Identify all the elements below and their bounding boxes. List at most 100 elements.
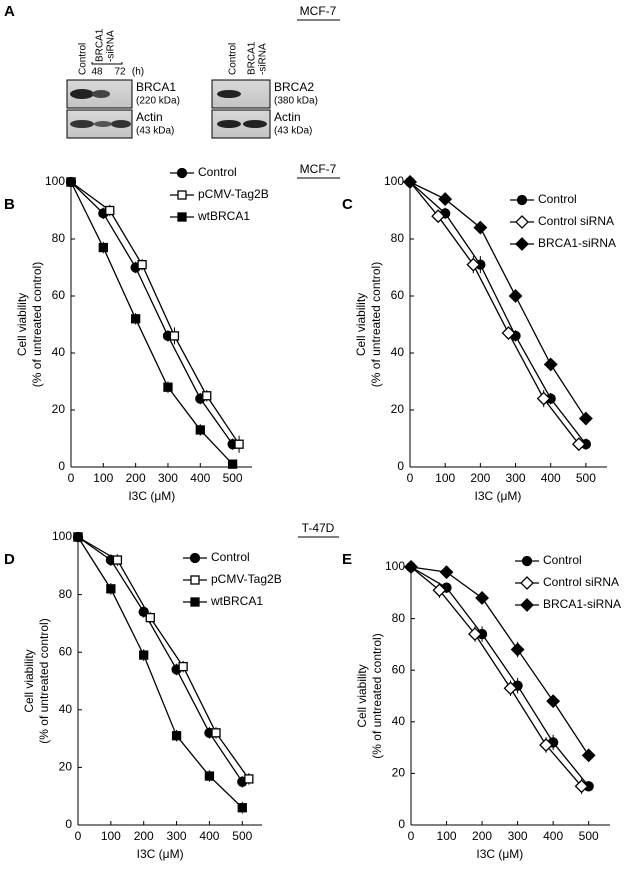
x-axis-label: I3C (μM) [474,489,521,503]
marker [466,257,481,272]
series-line [77,536,243,783]
x-tick-label: 400 [543,829,563,843]
marker [403,175,417,189]
marker [578,411,593,426]
series-line [409,181,580,445]
legend-label: BRCA1-siRNA [543,597,621,611]
marker [581,748,596,763]
x-tick-label: 500 [576,471,596,485]
x-tick-label: 0 [407,471,414,485]
y-tick-label: 40 [391,345,405,359]
y-tick-label: 100 [45,174,65,188]
legend-label: wtBRCA1 [197,209,250,223]
legend-marker [515,237,529,251]
marker [501,326,516,340]
legend-label: Control [198,165,237,179]
series-line [77,536,250,780]
size-label: (380 kDa) [274,96,318,107]
marker [508,289,523,303]
x-tick-label: 500 [579,829,599,843]
x-tick-label: 300 [506,471,526,485]
marker [169,331,180,341]
y-tick-label: 40 [392,714,406,728]
y-tick-label: 100 [52,529,72,543]
panel-letter: A [4,3,15,20]
x-axis-label: I3C (μM) [128,489,175,503]
legend-label: pCMV-Tag2B [211,572,282,586]
legend-label: Control siRNA [543,575,619,589]
y-axis-label: Cell viability [22,649,36,712]
series-line [70,181,234,445]
marker [66,177,76,187]
y-tick-label: 20 [391,402,405,416]
size-label: (43 kDa) [136,126,174,137]
lane-label: -siRNA [258,43,269,75]
size-label: (220 kDa) [136,96,180,107]
legend-marker [520,576,534,590]
x-tick-label: 100 [437,829,457,843]
panel-letter: B [4,196,15,213]
y-tick-label: 20 [59,760,73,774]
legend-marker [516,194,528,206]
y-tick-label: 60 [391,288,405,302]
y-axis-label: Cell viability [15,293,29,356]
x-tick-label: 200 [134,829,154,843]
y-tick-label: 20 [392,766,406,780]
marker [571,437,586,452]
marker [106,584,116,594]
legend-marker [177,190,187,200]
panel-letter: E [342,551,352,568]
legend-label: Control siRNA [538,214,614,228]
x-tick-label: 300 [167,829,187,843]
marker [404,560,418,574]
legend-label: pCMV-Tag2B [198,187,269,201]
marker [195,425,205,435]
y-tick-label: 0 [398,817,405,831]
time-label: 72 [114,67,126,78]
y-tick-label: 80 [391,231,405,245]
heading: MCF-7 [300,4,337,18]
band [70,89,94,99]
marker [546,694,561,709]
marker [112,555,123,565]
legend-label: Control [543,553,582,567]
marker [163,382,173,392]
band [70,120,94,128]
y-tick-label: 40 [59,702,73,716]
band [217,90,241,98]
legend-label: Control [211,550,250,564]
legend-marker [521,555,533,567]
marker [432,583,447,598]
marker [137,259,147,270]
y-tick-label: 20 [52,402,66,416]
y-tick-label: 60 [52,288,66,302]
x-tick-label: 500 [232,829,252,843]
marker [244,774,254,784]
marker [473,220,488,235]
legend-marker [520,598,534,612]
size-label: (43 kDa) [274,126,312,137]
marker [574,779,589,794]
marker [431,209,446,224]
y-axis-label: (% of untreated control) [30,262,44,387]
x-tick-label: 200 [470,471,490,485]
y-tick-label: 100 [385,559,405,573]
marker [510,642,525,657]
marker [539,738,553,752]
band [94,121,112,127]
marker [105,205,115,216]
heading: MCF-7 [300,162,337,176]
x-tick-label: 0 [68,471,75,485]
y-axis-label: (% of untreated control) [37,618,51,743]
y-tick-label: 100 [384,174,404,188]
x-tick-label: 100 [93,471,113,485]
series-line [70,181,240,445]
x-tick-label: 0 [408,829,415,843]
y-tick-label: 0 [65,817,72,831]
lane-label: BRCA1 [95,28,106,62]
x-tick-label: 300 [158,471,178,485]
marker [171,731,182,741]
band [217,120,241,128]
x-tick-label: 400 [199,829,219,843]
